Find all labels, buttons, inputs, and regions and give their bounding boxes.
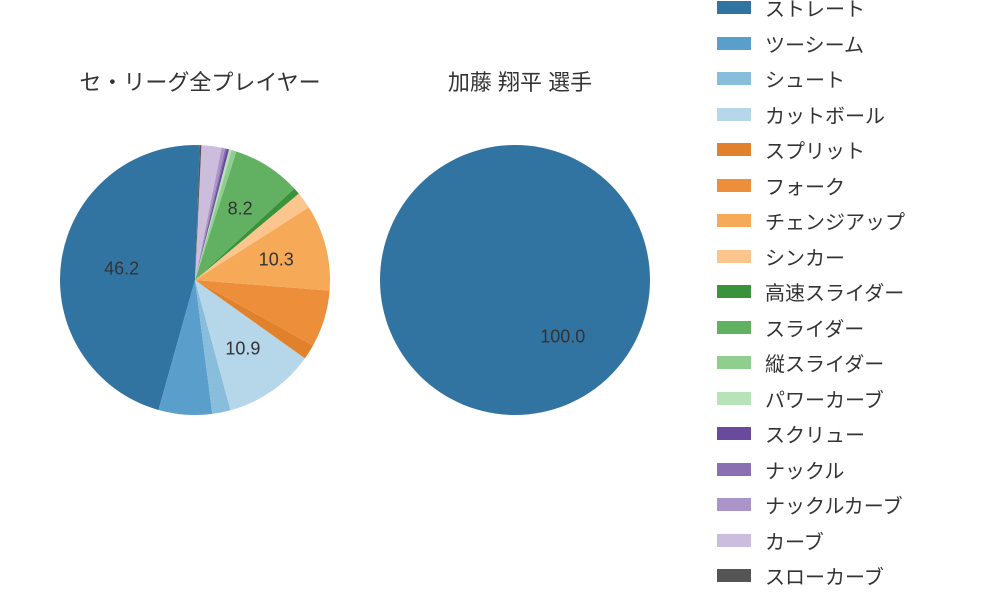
- legend-swatch: [717, 534, 751, 547]
- legend-item: スライダー: [717, 310, 982, 346]
- legend-swatch: [717, 427, 751, 440]
- legend-label: ツーシーム: [765, 29, 864, 58]
- legend-swatch: [717, 285, 751, 298]
- pie-slice-label: 46.2: [104, 258, 139, 279]
- legend-label: ナックル: [765, 455, 844, 484]
- pie-slice: [380, 145, 650, 415]
- legend-label: 縦スライダー: [765, 348, 884, 377]
- pie-chart-right: [355, 120, 675, 440]
- chart-title-left: セ・リーグ全プレイヤー: [50, 65, 350, 97]
- legend-item: シュート: [717, 61, 982, 97]
- legend-swatch: [717, 143, 751, 156]
- legend-label: カーブ: [765, 526, 824, 555]
- pie-slice-label: 10.9: [225, 338, 260, 359]
- legend-item: チェンジアップ: [717, 203, 982, 239]
- legend-item: スプリット: [717, 132, 982, 168]
- legend-label: 高速スライダー: [765, 277, 904, 306]
- pie-slice-label: 10.3: [259, 249, 294, 270]
- legend-label: チェンジアップ: [765, 206, 905, 235]
- legend-swatch: [717, 321, 751, 334]
- legend-item: スクリュー: [717, 416, 982, 452]
- legend-label: スライダー: [765, 313, 864, 342]
- legend-label: シュート: [765, 64, 845, 93]
- legend-label: ストレート: [765, 0, 865, 22]
- legend-swatch: [717, 179, 751, 192]
- legend-swatch: [717, 37, 751, 50]
- legend-label: シンカー: [765, 242, 845, 271]
- legend-item: ストレート: [717, 0, 982, 26]
- pie-slice-label: 8.2: [228, 199, 253, 220]
- legend-label: ナックルカーブ: [765, 490, 903, 519]
- legend-swatch: [717, 463, 751, 476]
- legend-label: スクリュー: [765, 419, 865, 448]
- legend-item: ナックル: [717, 452, 982, 488]
- legend-item: カットボール: [717, 97, 982, 133]
- legend-item: ツーシーム: [717, 26, 982, 62]
- legend-swatch: [717, 250, 751, 263]
- legend-item: スローカーブ: [717, 558, 982, 594]
- legend-swatch: [717, 214, 751, 227]
- legend-label: フォーク: [765, 171, 845, 200]
- legend-item: フォーク: [717, 168, 982, 204]
- legend-item: カーブ: [717, 523, 982, 559]
- pie-slice-label: 100.0: [540, 326, 585, 347]
- legend-label: スローカーブ: [765, 561, 884, 590]
- legend-item: パワーカーブ: [717, 381, 982, 417]
- legend-swatch: [717, 72, 751, 85]
- legend-swatch: [717, 356, 751, 369]
- legend-swatch: [717, 498, 751, 511]
- legend-label: パワーカーブ: [765, 384, 884, 413]
- legend-swatch: [717, 392, 751, 405]
- legend-item: シンカー: [717, 239, 982, 275]
- legend-item: 高速スライダー: [717, 274, 982, 310]
- legend-item: ナックルカーブ: [717, 487, 982, 523]
- legend-swatch: [717, 108, 751, 121]
- legend-swatch: [717, 1, 751, 14]
- pie-chart-left: [35, 120, 355, 440]
- legend-item: 縦スライダー: [717, 345, 982, 381]
- chart-container: セ・リーグ全プレイヤー 加藤 翔平 選手 46.2 10.9 10.3 8.2 100.…: [0, 0, 1000, 600]
- legend-label: スプリット: [765, 135, 865, 164]
- legend: ストレートツーシームシュートカットボールスプリットフォークチェンジアップシンカー…: [717, 0, 982, 594]
- legend-swatch: [717, 569, 751, 582]
- chart-title-right: 加藤 翔平 選手: [370, 65, 670, 97]
- legend-label: カットボール: [765, 100, 885, 129]
